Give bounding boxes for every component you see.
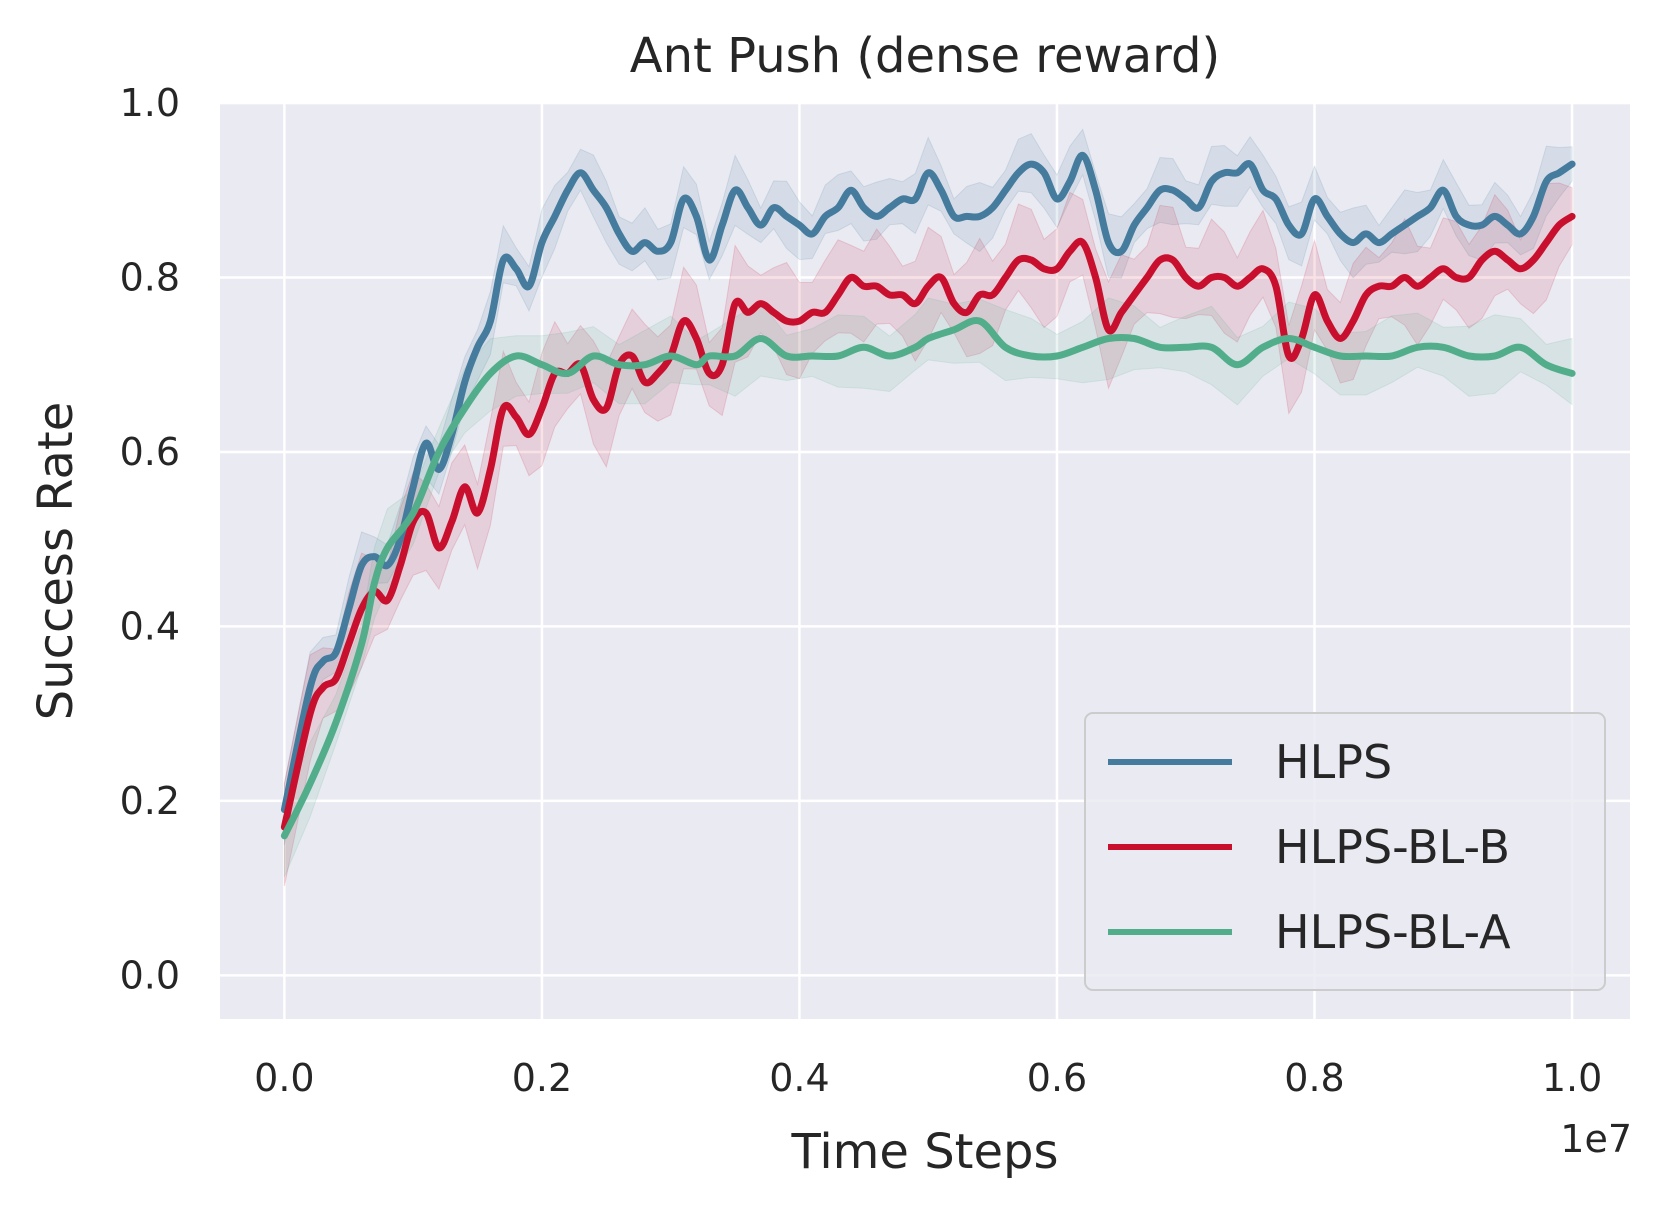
x-tick-label: 0.6	[1027, 1056, 1087, 1100]
band-hlps-bl-a	[283, 297, 1573, 878]
x-tick-label: 0.2	[512, 1056, 572, 1100]
y-tick-label: 0.0	[120, 953, 180, 997]
x-tick-label: 0.8	[1284, 1056, 1344, 1100]
series-lines	[280, 151, 1576, 840]
y-tick-label: 0.6	[120, 430, 180, 474]
x-tick-label: 0.4	[769, 1056, 829, 1100]
band-hlps-bl-b	[283, 182, 1573, 887]
series-line-hlps-bl-a	[280, 317, 1576, 840]
x-axis-label: Time Steps	[790, 1124, 1058, 1180]
y-tick-label: 0.2	[120, 779, 180, 823]
legend: HLPS HLPS-BL-B HLPS-BL-A	[1084, 712, 1606, 991]
x-tick-label: 0.0	[254, 1056, 314, 1100]
chart-title: Ant Push (dense reward)	[630, 28, 1220, 84]
tick-labels: 0.0 0.2 0.4 0.6 0.8 1.0 0.0 0.2 0.4 0.6 0.8 1.0	[120, 81, 1603, 1100]
y-tick-label: 0.8	[120, 255, 180, 299]
legend-frame	[1084, 712, 1606, 991]
series-line-hlps	[280, 151, 1576, 814]
x-tick-label: 1.0	[1542, 1056, 1602, 1100]
y-tick-label: 0.4	[120, 604, 180, 648]
band-hlps	[283, 128, 1573, 846]
x-offset-label: 1e7	[1560, 1117, 1632, 1161]
y-axis-label: Success Rate	[28, 402, 84, 721]
confidence-bands	[283, 128, 1573, 887]
series-line-hlps-bl-b	[280, 212, 1576, 831]
legend-label-hlps: HLPS	[1275, 735, 1392, 789]
legend-label-hlps-bl-a: HLPS-BL-A	[1275, 905, 1511, 959]
y-tick-label: 1.0	[120, 81, 180, 125]
legend-label-hlps-bl-b: HLPS-BL-B	[1275, 820, 1510, 874]
